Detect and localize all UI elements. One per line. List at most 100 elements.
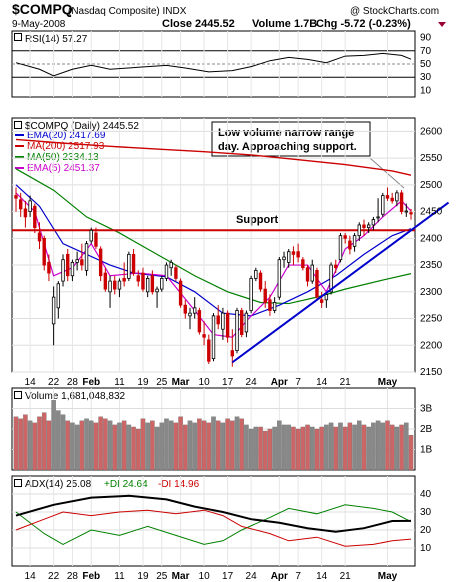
volume-bar: [281, 424, 287, 471]
volume-bar: [305, 424, 310, 471]
volume-bar: [154, 426, 160, 471]
candle-body: [28, 200, 32, 212]
x-tick-label: 10: [199, 377, 211, 388]
volume-bar: [112, 424, 118, 471]
candle-body: [263, 288, 267, 303]
x-tick-label-bottom: 19: [137, 571, 149, 582]
rsi-layer: [15, 52, 412, 77]
price-tick-label: 2150: [420, 367, 443, 378]
grid-layer: [12, 31, 415, 566]
volume-bar: [314, 428, 320, 471]
header-volume: Volume 1.7B: [252, 18, 317, 30]
x-tick-label-bottom: 11: [114, 571, 125, 582]
volume-bar: [98, 416, 103, 471]
price-tick-label: 2300: [420, 287, 443, 298]
svg-text:+DI 24.64: +DI 24.64: [104, 479, 148, 490]
volume-bar: [164, 418, 169, 471]
candle-body: [362, 224, 366, 229]
adx-tick-label: 10: [420, 543, 432, 554]
candle-body: [202, 334, 206, 338]
symbol-name: (Nasdaq Composite) INDX: [68, 6, 187, 17]
volume-bar: [215, 420, 221, 471]
volume-bar: [37, 416, 42, 471]
candle-body: [399, 192, 404, 212]
volume-bar: [286, 424, 291, 471]
x-tick-label-bottom: 21: [340, 571, 352, 582]
candle-body: [268, 299, 272, 311]
candle-body: [371, 219, 376, 226]
candle-body: [211, 315, 216, 360]
volume-bar: [27, 420, 33, 471]
volume-bar: [65, 420, 70, 471]
volume-bar: [32, 422, 38, 471]
volume-bar: [239, 418, 244, 471]
candle-body: [169, 261, 173, 269]
volume-bar: [389, 424, 395, 471]
candle-body: [61, 259, 65, 282]
candle-body: [89, 229, 93, 242]
volume-bar: [121, 420, 127, 471]
svg-text:Volume 1,681,048,832: Volume 1,681,048,832: [25, 391, 126, 402]
x-tick-label: 21: [340, 377, 352, 388]
volume-bar: [13, 416, 19, 471]
volume-bar: [347, 422, 353, 471]
volume-bar: [70, 422, 75, 471]
candle-body: [282, 256, 286, 261]
header-close: Close 2445.52: [162, 18, 235, 30]
x-tick-label-bottom: May: [378, 571, 398, 582]
trendline: [231, 201, 450, 364]
volume-bar: [253, 426, 259, 471]
volume-bar: [225, 418, 230, 471]
volume-bar: [173, 422, 179, 471]
x-tick-label: May: [378, 377, 398, 388]
adx-line: [15, 494, 412, 533]
price-tick-label: 2500: [420, 180, 443, 191]
candle-body: [160, 278, 164, 290]
volume-bar: [300, 426, 306, 471]
volume-bar: [183, 424, 188, 471]
candle-body: [122, 278, 126, 282]
x-tick-label: 11: [114, 377, 125, 388]
x-tick-label: 14: [25, 377, 37, 388]
price-tick-label: 2250: [420, 314, 443, 325]
candle-body: [188, 312, 192, 317]
volume-layer: [13, 400, 414, 471]
x-tick-label-bottom: 24: [246, 571, 258, 582]
x-tick-label: Feb: [82, 377, 100, 388]
volume-tick-label: 1B: [420, 445, 433, 456]
candle-body: [357, 224, 361, 237]
candle-body: [197, 310, 202, 333]
candle-body: [390, 197, 394, 202]
volume-bar: [394, 426, 400, 471]
volume-tick-label: 3B: [420, 404, 433, 415]
candle-body: [19, 199, 23, 210]
candle-body: [66, 253, 70, 277]
candle-body: [249, 278, 253, 311]
candle-body: [80, 259, 84, 266]
candle-body: [376, 216, 380, 219]
volume-bar: [234, 416, 240, 471]
x-tick-label-bottom: Feb: [82, 571, 100, 582]
candle-body: [385, 195, 390, 199]
candle-body: [221, 312, 225, 330]
volume-bar: [168, 420, 174, 471]
adx-tick-label: 40: [420, 489, 432, 500]
volume-bar: [277, 420, 282, 471]
candle-body: [94, 232, 98, 247]
volume-bar: [18, 418, 23, 471]
candle-body: [56, 283, 61, 309]
volume-bar: [60, 414, 66, 471]
price-tick-label: 2350: [420, 260, 443, 271]
candle-body: [51, 296, 56, 325]
volume-bar: [248, 428, 254, 471]
volume-bar: [366, 426, 371, 471]
watermark: @ StockCharts.com: [350, 6, 439, 17]
legend-entry: EMA(5) 2451.37: [27, 163, 100, 174]
candle-body: [277, 259, 282, 298]
candle-body: [37, 232, 42, 242]
candle-body: [127, 253, 131, 279]
volume-bar: [126, 424, 132, 471]
candle-body: [103, 272, 108, 290]
candle-body: [164, 264, 169, 279]
volume-bar: [192, 422, 197, 471]
